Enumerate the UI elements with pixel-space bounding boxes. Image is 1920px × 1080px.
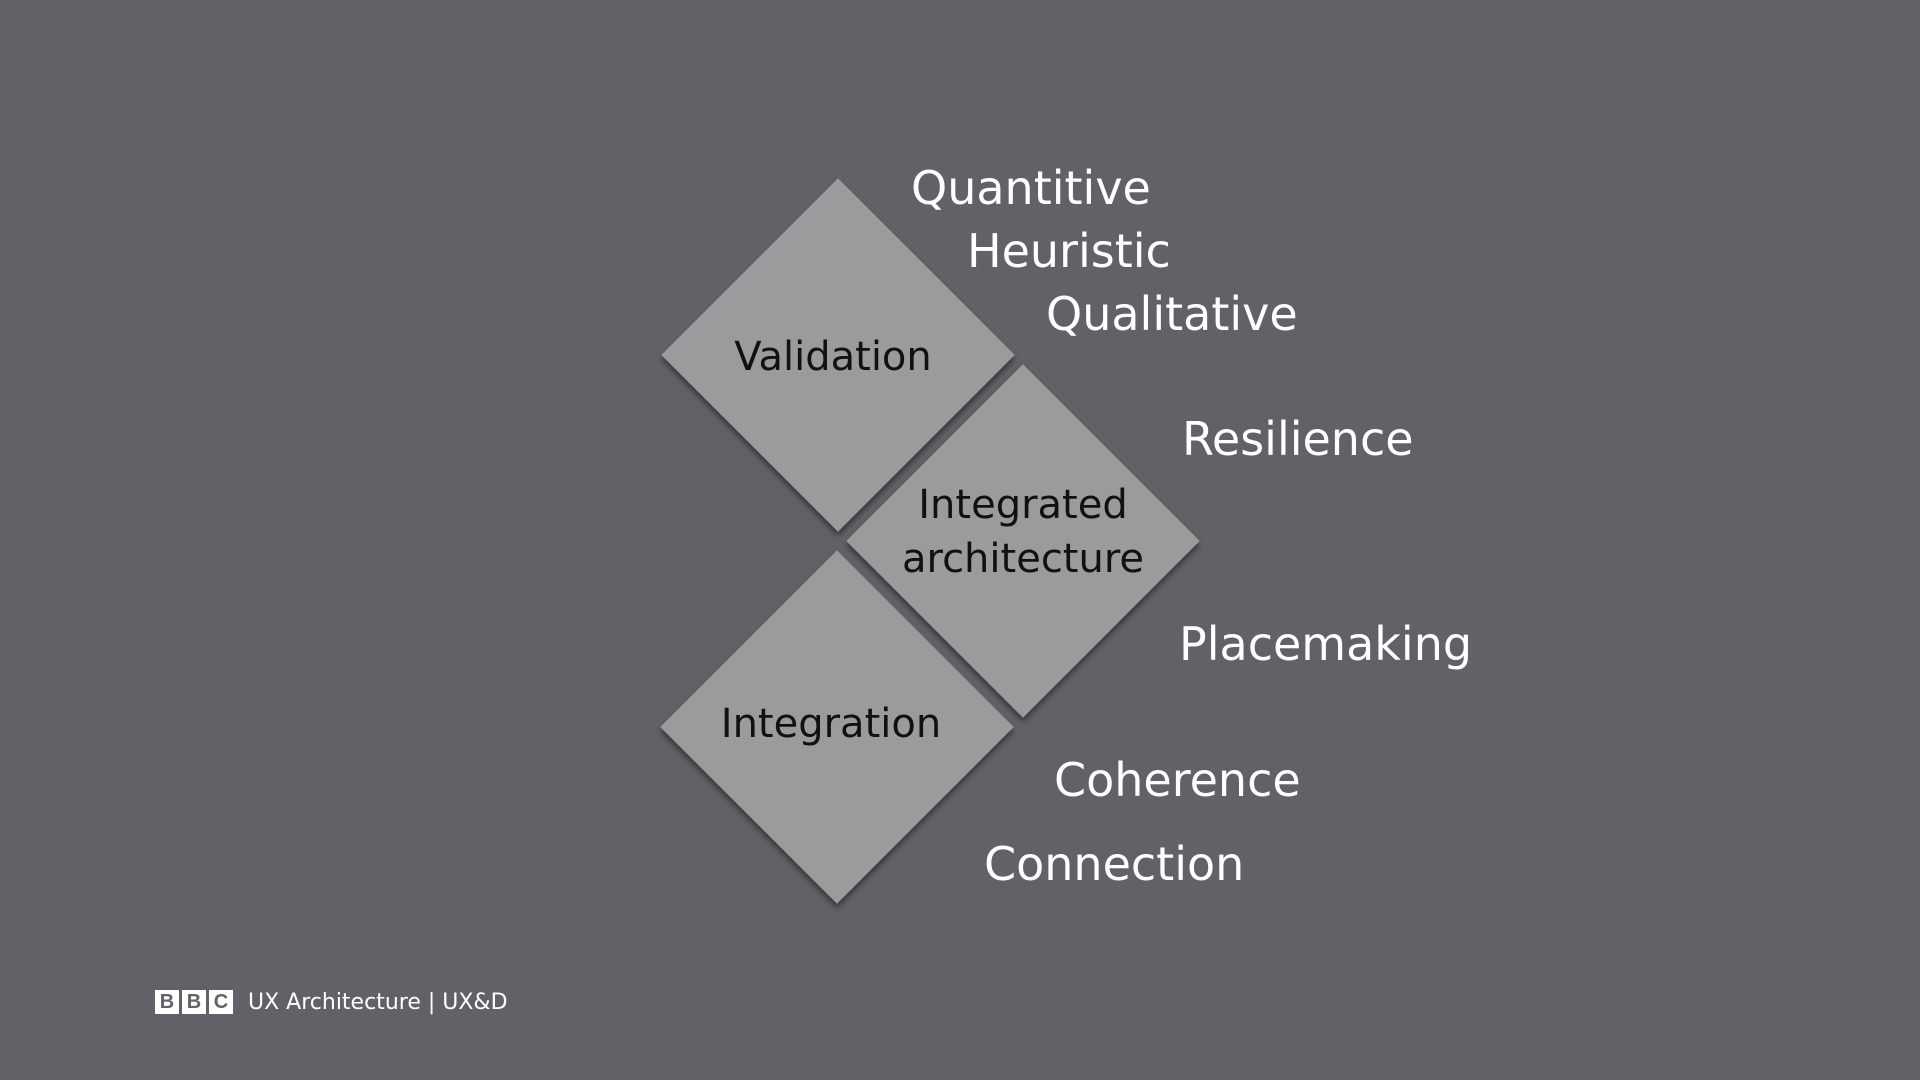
footer: B B C UX Architecture | UX&D	[155, 987, 508, 1017]
validation-label: Validation	[734, 334, 932, 380]
term-heuristic: Heuristic	[967, 224, 1171, 278]
term-resilience: Resilience	[1182, 412, 1414, 466]
bbc-logo-block: C	[209, 990, 233, 1014]
integration-label: Integration	[720, 701, 942, 747]
term-qualitative: Qualitative	[1046, 287, 1298, 341]
footer-text: UX Architecture | UX&D	[248, 989, 508, 1015]
term-quantitive: Quantitive	[911, 161, 1151, 215]
term-coherence: Coherence	[1054, 753, 1301, 807]
bbc-logo-block: B	[155, 990, 179, 1014]
bbc-logo-block: B	[182, 990, 206, 1014]
integrated-architecture-label: Integrated architecture	[901, 482, 1145, 582]
term-placemaking: Placemaking	[1179, 617, 1473, 671]
term-connection: Connection	[984, 837, 1245, 891]
